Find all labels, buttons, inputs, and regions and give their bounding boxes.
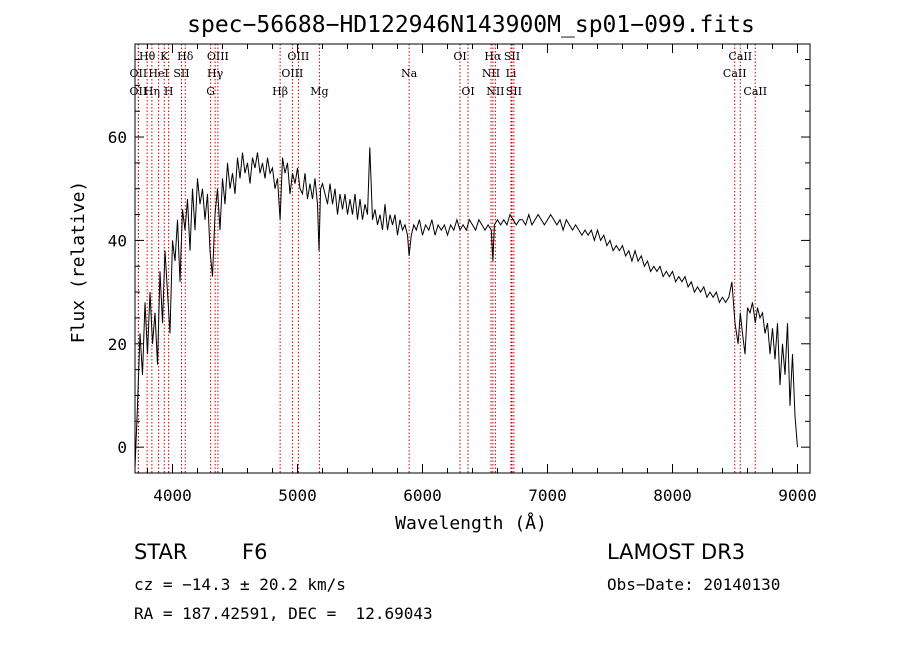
x-tick-label: 8000 [653,486,692,505]
spectrum-chart: spec−56688−HD122946N143900M_sp01−099.fit… [68,12,817,534]
line-label: Hη [144,85,160,98]
redshift-text: cz = −14.3 ± 20.2 km/s [134,575,346,594]
line-label: Hβ [272,85,288,98]
object-subclass: F6 [242,540,268,564]
x-tick-label: 6000 [403,486,442,505]
x-tick-label: 5000 [278,486,317,505]
chart-title: spec−56688−HD122946N143900M_sp01−099.fit… [187,12,755,38]
y-axis-label: Flux (relative) [68,181,89,344]
line-label: HeI [148,67,168,80]
line-label: SII [173,67,189,80]
x-axis-label: Wavelength (Å) [395,512,547,534]
line-label: Hδ [177,50,194,63]
line-label: CaII [723,67,747,80]
coordinates-text: RA = 187.42591, DEC = 12.69043 [134,604,433,623]
plot-frame [134,43,811,474]
y-tick-label: 60 [108,128,127,147]
line-label: CaII [743,85,767,98]
line-label: G [206,85,215,98]
survey-name: LAMOST DR3 [607,540,746,564]
line-label: OIII [281,67,303,80]
x-tick-label: 9000 [778,486,817,505]
y-tick-label: 40 [108,231,127,250]
line-label: NII [486,85,504,98]
line-label: OI [453,50,466,63]
line-label: OIII [207,50,229,63]
object-class: STAR [134,540,188,564]
line-label: Hθ [139,50,156,63]
line-label: Mg [310,85,328,98]
line-label: SII [504,50,520,63]
x-tick-label: 4000 [153,486,192,505]
line-label: H [164,85,174,98]
line-label: NII [482,67,500,80]
line-label: CaII [728,50,752,63]
line-label: OI [461,85,474,98]
obs-date-text: Obs−Date: 20140130 [607,575,781,594]
y-tick-label: 20 [108,335,127,354]
spectrum-line [134,147,798,468]
line-label: SII [506,85,522,98]
line-label: Hα [484,50,502,63]
line-label: OII [130,85,148,98]
axis-ticks: 4000 5000 6000 7000 8000 9000 0 20 40 60 [108,44,817,505]
x-tick-label: 7000 [528,486,567,505]
y-tick-label: 0 [117,438,127,457]
line-label: Li [506,67,517,80]
line-label: Na [401,67,418,80]
line-label: OIII [287,50,309,63]
line-label: Hγ [207,67,224,80]
line-label: K [160,50,169,63]
